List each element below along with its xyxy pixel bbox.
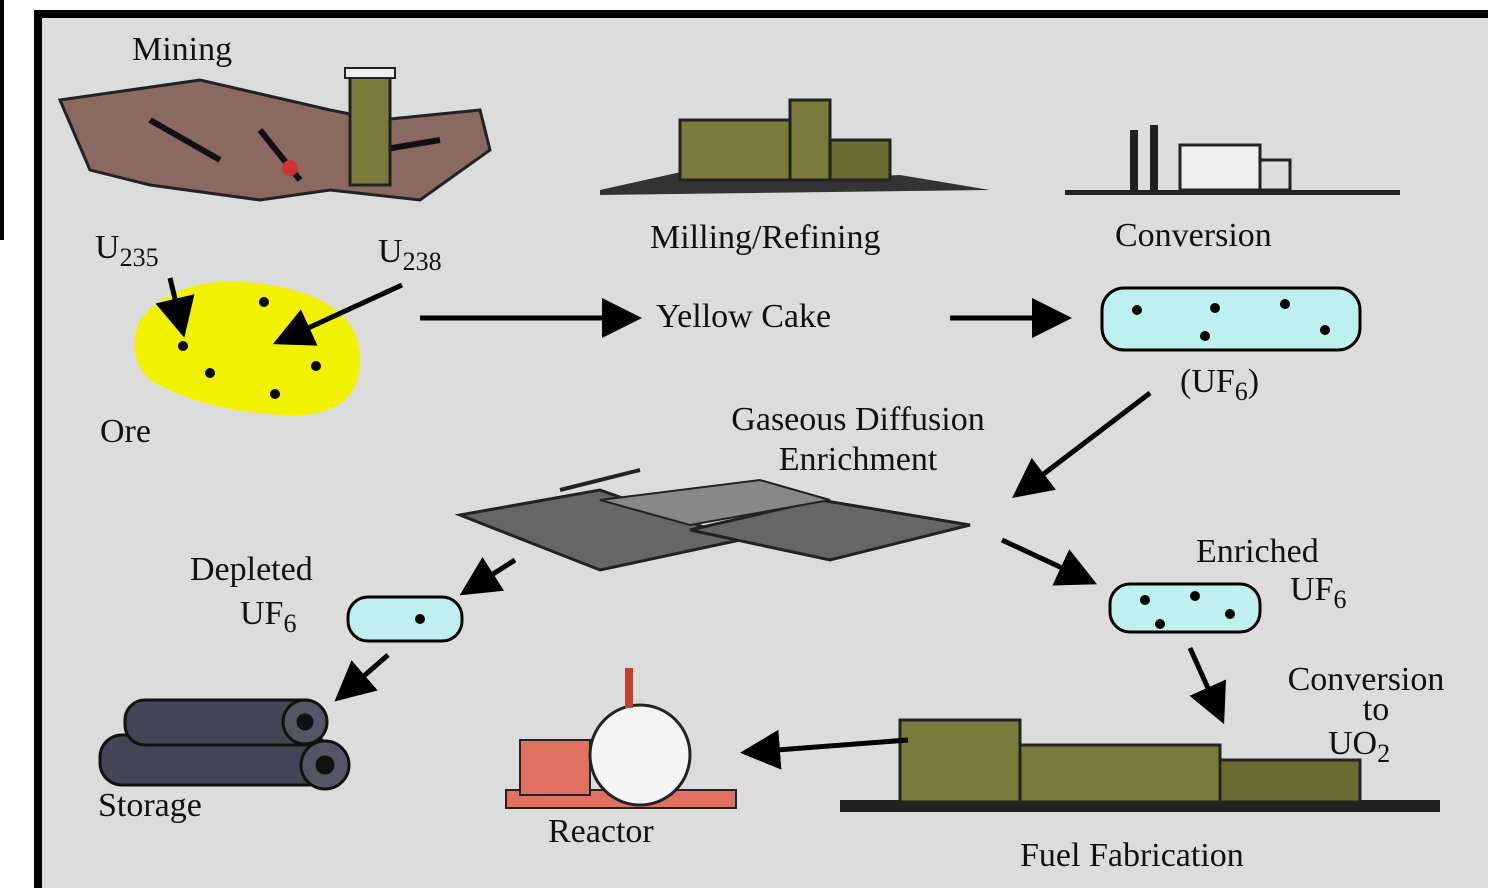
uf6-capsule: [1102, 288, 1360, 350]
label: Storage: [98, 787, 202, 824]
label: U: [378, 233, 403, 270]
label: Ore: [100, 413, 151, 450]
subscript: 2: [1377, 739, 1390, 768]
label: Fuel Fabrication: [1020, 837, 1244, 874]
label: UO: [1328, 725, 1377, 762]
label: U: [95, 229, 120, 266]
label: Enrichment: [779, 441, 938, 478]
label: Reactor: [548, 813, 654, 850]
label: Mining: [132, 31, 232, 68]
label: Enriched: [1196, 533, 1319, 570]
subscript: 238: [403, 247, 442, 276]
label: (UF: [1180, 363, 1235, 400]
subscript: 6: [1333, 585, 1346, 614]
label: Conversion: [1115, 217, 1272, 254]
dot: [415, 614, 425, 624]
enriched-capsule: [1110, 584, 1260, 632]
subscript: 6: [283, 609, 296, 638]
label: Milling/Refining: [650, 219, 880, 256]
label: (UF6): [1180, 363, 1259, 406]
diagram: Mining U235 U238 Ore Milling/Refining Co…: [0, 0, 1488, 888]
label: Yellow Cake: [656, 298, 831, 335]
label: Gaseous Diffusion: [731, 401, 984, 438]
label: to: [1363, 691, 1389, 728]
storage-cylinders: [100, 700, 349, 789]
label: UF: [240, 595, 283, 632]
subscript: 6: [1235, 377, 1248, 406]
label: UF: [1290, 571, 1333, 608]
depleted-capsule: [348, 597, 462, 641]
subscript: 235: [120, 243, 159, 272]
label: ): [1248, 363, 1259, 400]
label: Depleted: [190, 551, 313, 588]
